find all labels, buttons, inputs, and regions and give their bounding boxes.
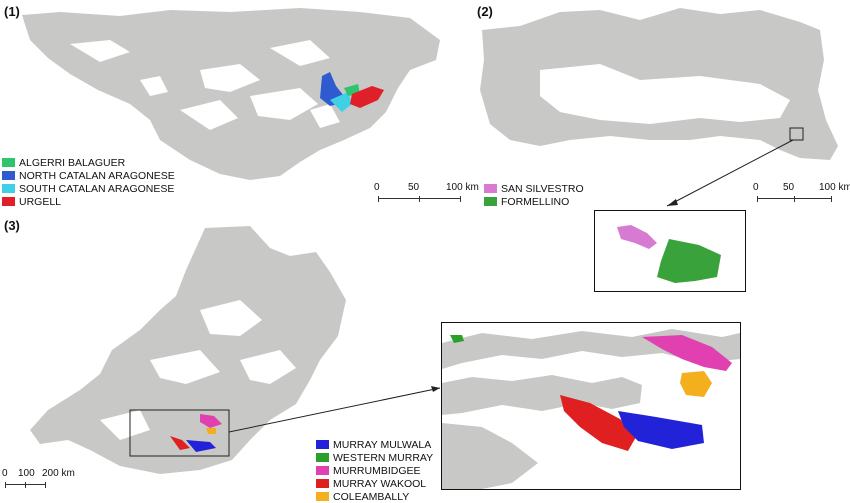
scale-tick-label: 0 (2, 468, 8, 479)
panel-2-inset (594, 210, 746, 292)
legend-swatch (2, 171, 15, 180)
basin-3-land (30, 226, 441, 474)
legend-item-north-catalan-aragonese: NORTH CATALAN ARAGONESE (2, 169, 175, 182)
legend-label: WESTERN MURRAY (333, 451, 434, 464)
scale-tick (460, 196, 461, 202)
legend-swatch (316, 492, 329, 501)
legend-label: COLEAMBALLY (333, 490, 410, 503)
legend-swatch (2, 197, 15, 206)
legend-label: MURRAY WAKOOL (333, 477, 427, 490)
legend-item-murray-wakool: MURRAY WAKOOL (316, 477, 433, 490)
scale-tick (25, 482, 26, 488)
legend-item-formellino: FORMELLINO (484, 195, 584, 208)
panel-3-legend: MURRAY MULWALA WESTERN MURRAY MURRUMBIDG… (316, 438, 433, 503)
scale-tick-label: 100 km (446, 182, 479, 193)
legend-item-coleambally: COLEAMBALLY (316, 490, 433, 503)
legend-label: FORMELLINO (501, 195, 570, 208)
basin-1-land (22, 8, 440, 180)
legend-item-western-murray: WESTERN MURRAY (316, 451, 433, 464)
scale-tick-label: 100 (18, 468, 35, 479)
legend-item-algerri-balaguer: ALGERRI BALAGUER (2, 156, 175, 169)
scale-tick-label: 50 (783, 182, 795, 193)
legend-item-urgell: URGELL (2, 195, 175, 208)
panel-2-scale-bar: 0 50 100 km (753, 182, 850, 206)
panel-3-scale-bar: 0 100 200 km (2, 468, 82, 492)
panel-1-label: (1) (4, 4, 20, 19)
legend-item-san-silvestro: SAN SILVESTRO (484, 182, 584, 195)
legend-swatch (484, 197, 497, 206)
legend-item-murray-mulwala: MURRAY MULWALA (316, 438, 433, 451)
scale-tick (5, 482, 6, 488)
scale-tick (378, 196, 379, 202)
scale-tick (831, 196, 832, 202)
scale-tick (794, 196, 795, 202)
scale-tick (45, 482, 46, 488)
legend-item-murrumbidgee: MURRUMBIDGEE (316, 464, 433, 477)
scale-tick-label: 100 km (819, 182, 850, 193)
legend-label: MURRUMBIDGEE (333, 464, 421, 477)
basin-2-land (480, 8, 838, 207)
panel-2-legend: SAN SILVESTRO FORMELLINO (484, 182, 584, 208)
panel-2-label: (2) (477, 4, 493, 19)
panel-3-label: (3) (4, 218, 20, 233)
legend-item-south-catalan-aragonese: SOUTH CATALAN ARAGONESE (2, 182, 175, 195)
panel-3-inset (441, 322, 741, 490)
legend-swatch (484, 184, 497, 193)
legend-swatch (316, 440, 329, 449)
scale-tick-label: 50 (408, 182, 420, 193)
legend-label: MURRAY MULWALA (333, 438, 432, 451)
legend-swatch (316, 466, 329, 475)
scale-tick-label: 200 km (42, 468, 75, 479)
panel-1-legend: ALGERRI BALAGUER NORTH CATALAN ARAGONESE… (2, 156, 175, 208)
panel-1-scale-bar: 0 50 100 km (374, 182, 479, 206)
legend-swatch (316, 479, 329, 488)
legend-label: SAN SILVESTRO (501, 182, 584, 195)
scale-tick-label: 0 (374, 182, 380, 193)
scale-tick (757, 196, 758, 202)
legend-label: ALGERRI BALAGUER (19, 156, 126, 169)
scale-tick (419, 196, 420, 202)
scale-tick-label: 0 (753, 182, 759, 193)
inset-3-map (442, 329, 740, 489)
inset-2-map (617, 225, 721, 283)
legend-label: SOUTH CATALAN ARAGONESE (19, 182, 175, 195)
legend-swatch (2, 158, 15, 167)
legend-swatch (2, 184, 15, 193)
legend-label: NORTH CATALAN ARAGONESE (19, 169, 175, 182)
legend-swatch (316, 453, 329, 462)
legend-label: URGELL (19, 195, 62, 208)
